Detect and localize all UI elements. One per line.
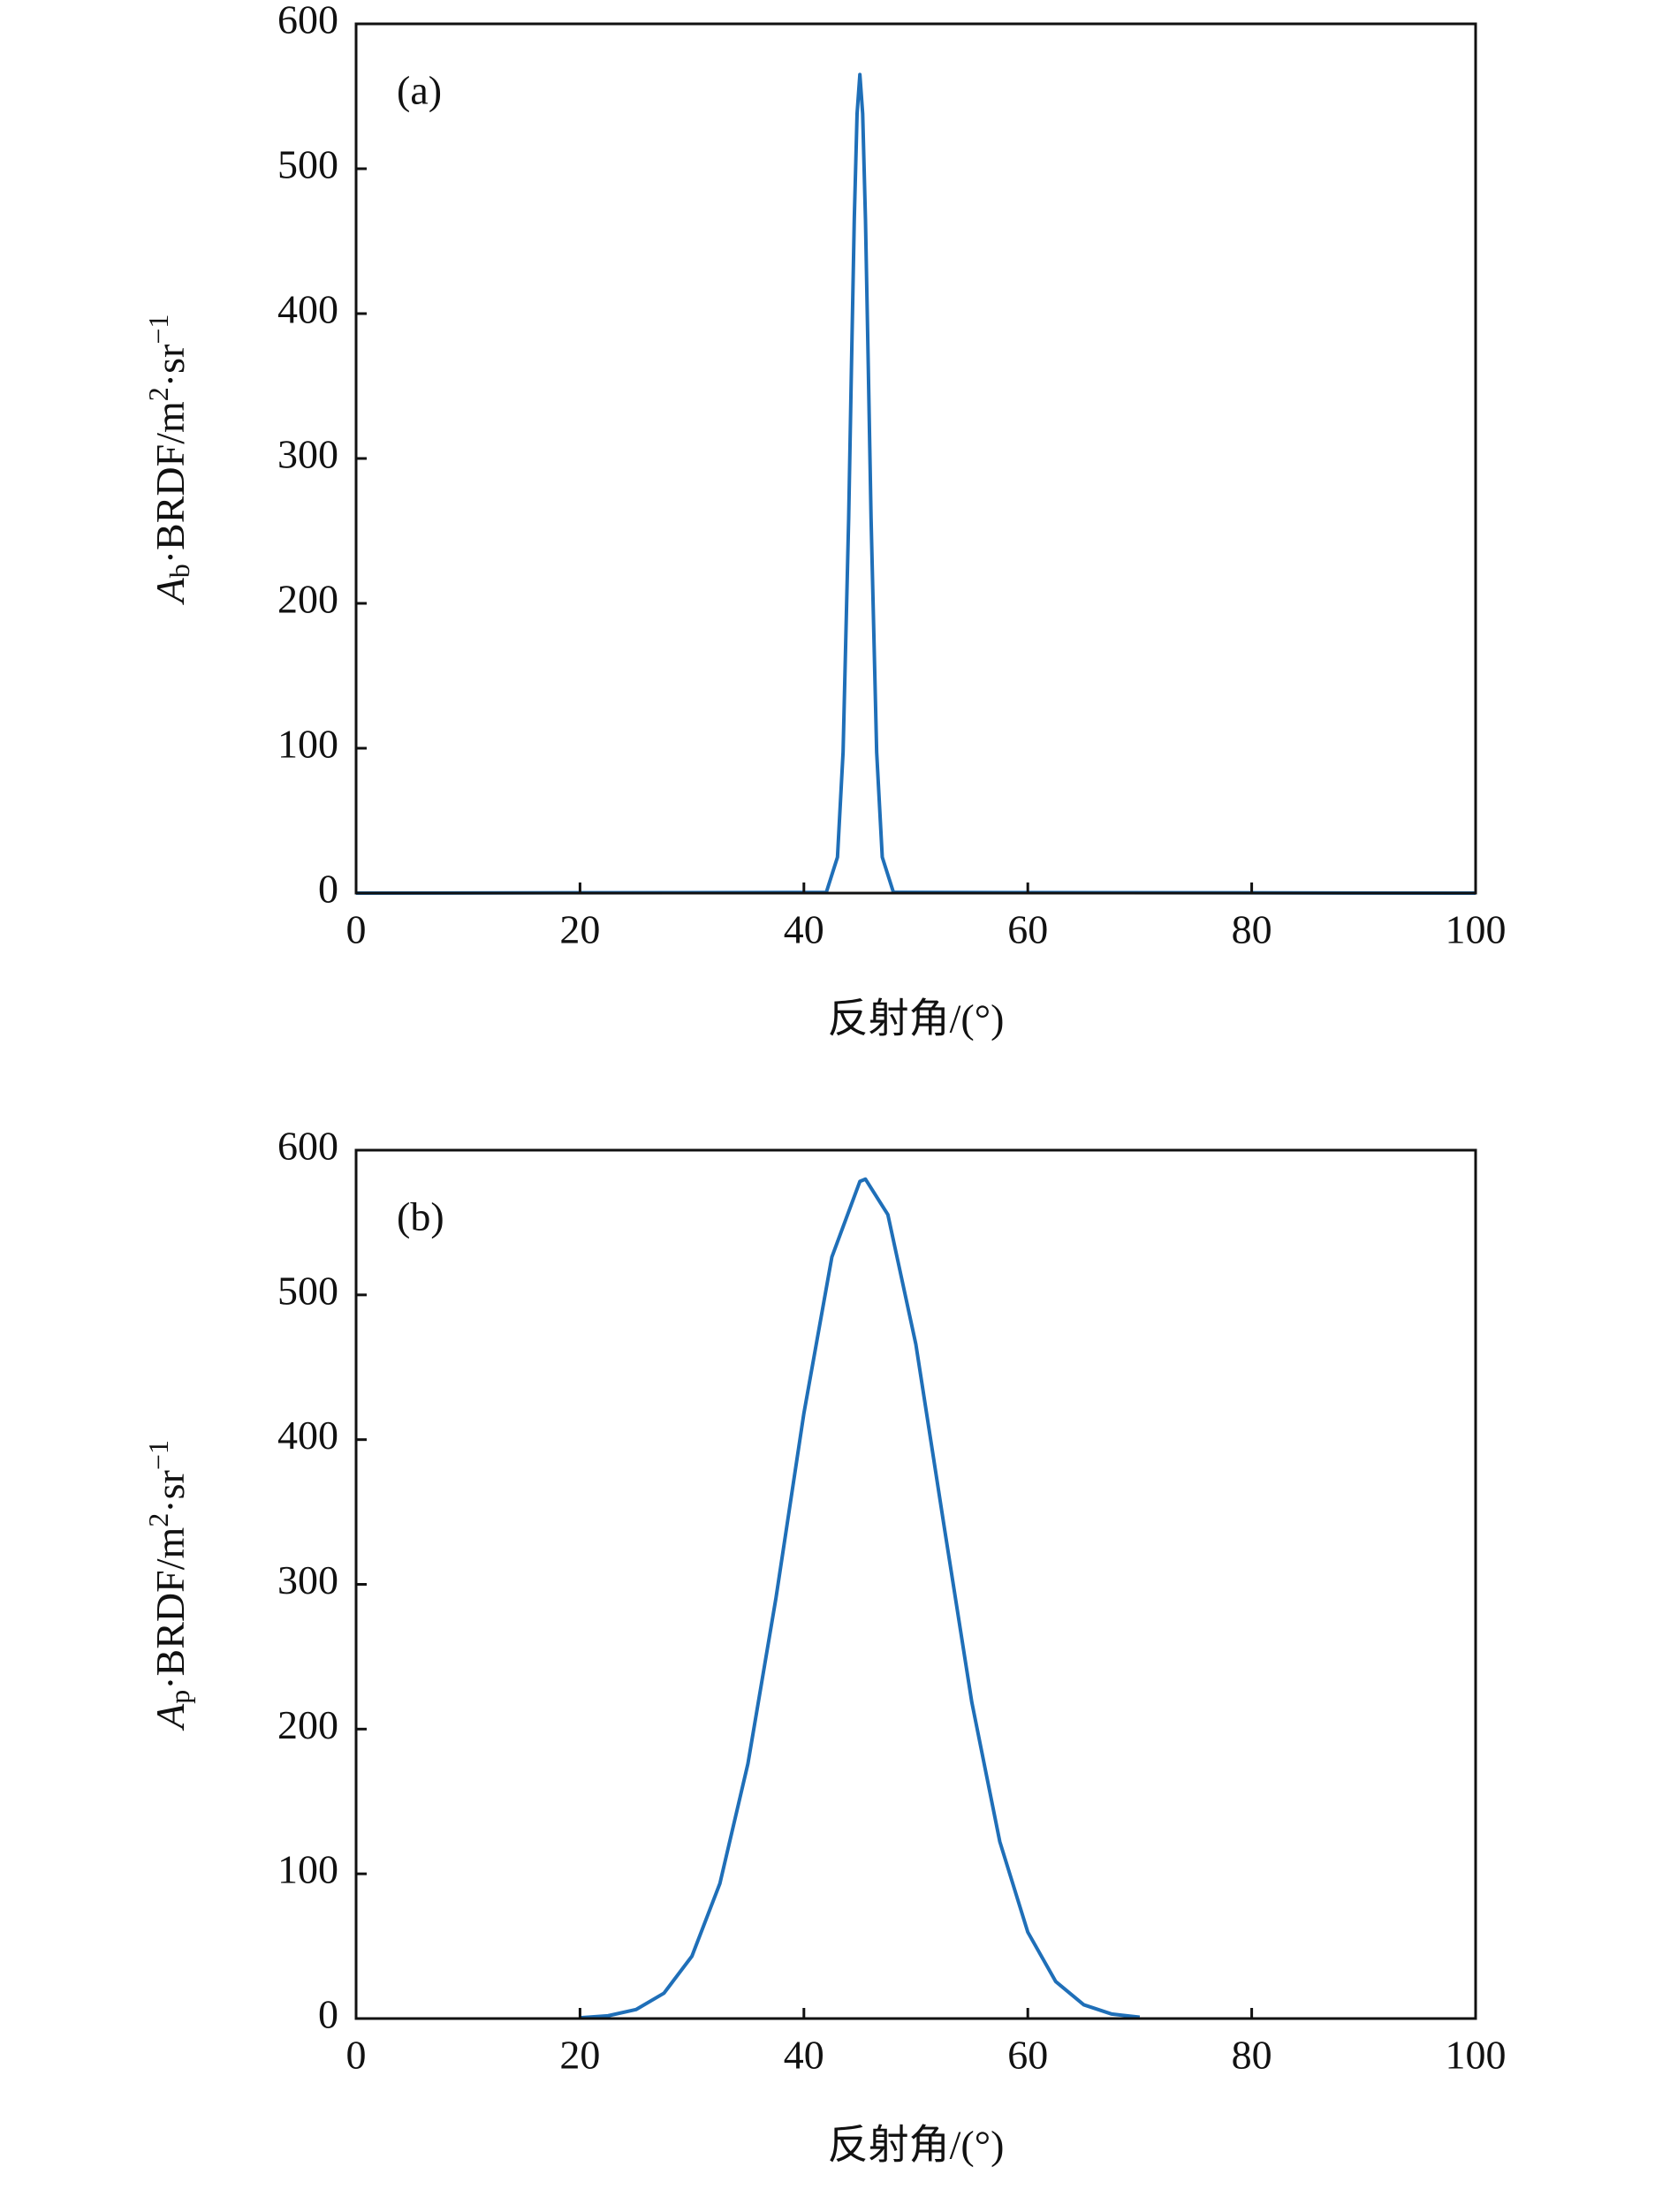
x-tick-label: 0	[346, 2033, 367, 2078]
x-tick-label: 40	[784, 2033, 824, 2078]
y-tick-label: 100	[277, 722, 338, 767]
panel-label: (a)	[397, 68, 442, 113]
y-tick-label: 600	[277, 0, 338, 42]
x-tick-label: 20	[559, 2033, 600, 2078]
x-tick-label: 100	[1446, 2033, 1507, 2078]
y-axis-label-part: b	[163, 564, 195, 578]
y-tick-label: 0	[318, 1992, 338, 2037]
axes-frame	[354, 22, 1477, 895]
line-series	[580, 1177, 1141, 2020]
y-axis-label-part: ·BRDF/m	[148, 401, 193, 564]
y-tick-label: 200	[277, 1702, 338, 1747]
y-tick-label: 100	[277, 1847, 338, 1892]
x-tick-label: 60	[1007, 907, 1048, 952]
y-tick-label: 0	[318, 867, 338, 912]
y-axis-label-part: A	[148, 577, 193, 605]
x-tick-label: 60	[1007, 2033, 1048, 2078]
x-axis-label: 反射角/(°)	[828, 996, 1005, 1042]
x-axis-label: 反射角/(°)	[828, 2123, 1005, 2168]
y-axis-label-part: 2	[142, 387, 174, 401]
y-axis-label-part: −1	[142, 1440, 174, 1470]
axes-frame	[354, 1148, 1477, 2020]
x-tick-label: 0	[346, 907, 367, 952]
y-axis-label-part: p	[163, 1690, 195, 1704]
y-tick-label: 200	[277, 577, 338, 622]
y-tick-label: 500	[277, 142, 338, 187]
y-tick-label: 600	[277, 1124, 338, 1169]
y-axis-label-part: 2	[142, 1513, 174, 1527]
y-axis-label-part: ·sr	[148, 345, 193, 388]
panel-label: (b)	[397, 1194, 444, 1239]
y-tick-label: 500	[277, 1268, 338, 1313]
y-axis-label: Ab·BRDF/m2·sr−1	[142, 314, 195, 606]
y-axis-label: Ap·BRDF/m2·sr−1	[142, 1440, 195, 1731]
y-tick-label: 300	[277, 432, 338, 477]
x-tick-label: 100	[1446, 907, 1507, 952]
y-tick-label: 300	[277, 1557, 338, 1602]
y-axis-label-part: −1	[142, 314, 174, 345]
x-tick-label: 40	[784, 907, 824, 952]
x-tick-label: 20	[559, 907, 600, 952]
x-tick-label: 80	[1232, 907, 1272, 952]
y-tick-label: 400	[277, 287, 338, 332]
y-axis-label-part: ·sr	[148, 1470, 193, 1513]
y-axis-label-part: A	[148, 1703, 193, 1731]
y-axis-label-part: ·BRDF/m	[148, 1527, 193, 1690]
x-tick-label: 80	[1232, 2033, 1272, 2078]
y-tick-label: 400	[277, 1413, 338, 1458]
line-series	[355, 72, 1476, 895]
